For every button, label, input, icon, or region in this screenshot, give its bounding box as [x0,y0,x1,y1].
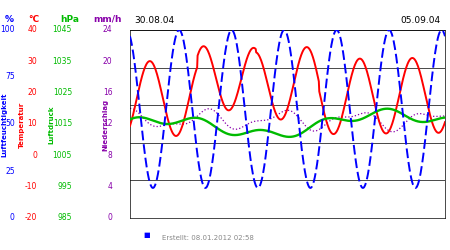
Text: 1035: 1035 [53,57,72,66]
Text: 12: 12 [103,120,112,128]
Text: 4: 4 [108,182,112,191]
Text: 16: 16 [103,88,112,97]
Text: hPa: hPa [60,15,79,24]
Text: 8: 8 [108,151,112,160]
Text: 20: 20 [103,57,112,66]
Text: 0: 0 [10,214,15,222]
Text: Temperatur: Temperatur [18,102,25,148]
Text: 1025: 1025 [53,88,72,97]
Text: 20: 20 [27,88,37,97]
Text: Erstellt: 08.01.2012 02:58: Erstellt: 08.01.2012 02:58 [162,234,253,240]
Text: %: % [4,15,13,24]
Text: -20: -20 [24,214,37,222]
Text: 10: 10 [27,120,37,128]
Text: 985: 985 [58,214,72,222]
Text: 0: 0 [108,214,112,222]
Text: °C: °C [28,15,39,24]
Text: 50: 50 [5,120,15,128]
Text: 75: 75 [5,72,15,82]
Text: mm/h: mm/h [94,15,122,24]
Text: Luftdruck: Luftdruck [49,106,55,144]
Text: 100: 100 [0,26,15,35]
Text: 30.08.04: 30.08.04 [135,16,175,25]
Text: 05.09.04: 05.09.04 [400,16,441,25]
Text: 1045: 1045 [53,26,72,35]
Text: 995: 995 [58,182,72,191]
Text: 1015: 1015 [53,120,72,128]
Text: 0: 0 [32,151,37,160]
Text: 1005: 1005 [53,151,72,160]
Text: -10: -10 [24,182,37,191]
Text: 24: 24 [103,26,112,35]
Text: 25: 25 [5,166,15,175]
Text: ■: ■ [144,232,150,238]
Text: Niederschlag: Niederschlag [103,99,109,151]
Text: 40: 40 [27,26,37,35]
Text: 30: 30 [27,57,37,66]
Text: Luftfeuchtigkeit: Luftfeuchtigkeit [1,93,8,157]
